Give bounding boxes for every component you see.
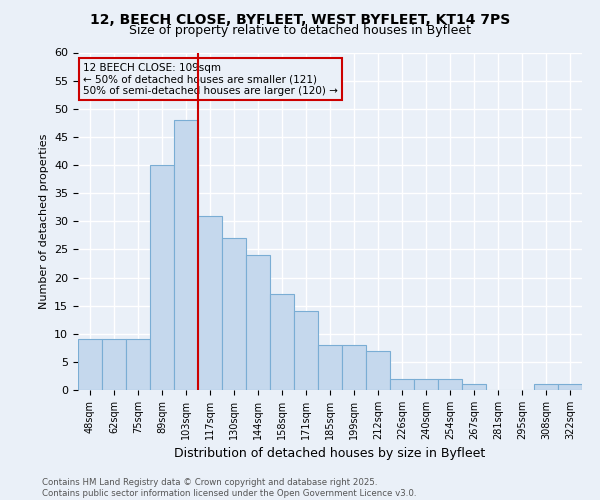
Bar <box>102 340 126 390</box>
Bar <box>462 384 486 390</box>
Bar <box>318 345 342 390</box>
Y-axis label: Number of detached properties: Number of detached properties <box>38 134 49 309</box>
Bar <box>174 120 198 390</box>
Bar <box>270 294 294 390</box>
Bar <box>126 340 150 390</box>
Text: 12, BEECH CLOSE, BYFLEET, WEST BYFLEET, KT14 7PS: 12, BEECH CLOSE, BYFLEET, WEST BYFLEET, … <box>90 12 510 26</box>
Text: 12 BEECH CLOSE: 109sqm
← 50% of detached houses are smaller (121)
50% of semi-de: 12 BEECH CLOSE: 109sqm ← 50% of detached… <box>83 62 338 96</box>
Bar <box>366 350 390 390</box>
Bar <box>414 379 438 390</box>
Bar <box>438 379 462 390</box>
Bar <box>294 311 318 390</box>
Bar <box>342 345 366 390</box>
Bar <box>78 340 102 390</box>
Bar <box>222 238 246 390</box>
Bar <box>390 379 414 390</box>
Text: Size of property relative to detached houses in Byfleet: Size of property relative to detached ho… <box>129 24 471 37</box>
Text: Contains HM Land Registry data © Crown copyright and database right 2025.
Contai: Contains HM Land Registry data © Crown c… <box>42 478 416 498</box>
Bar <box>534 384 558 390</box>
Bar <box>558 384 582 390</box>
Bar <box>198 216 222 390</box>
Bar <box>246 255 270 390</box>
X-axis label: Distribution of detached houses by size in Byfleet: Distribution of detached houses by size … <box>175 448 485 460</box>
Bar <box>150 165 174 390</box>
